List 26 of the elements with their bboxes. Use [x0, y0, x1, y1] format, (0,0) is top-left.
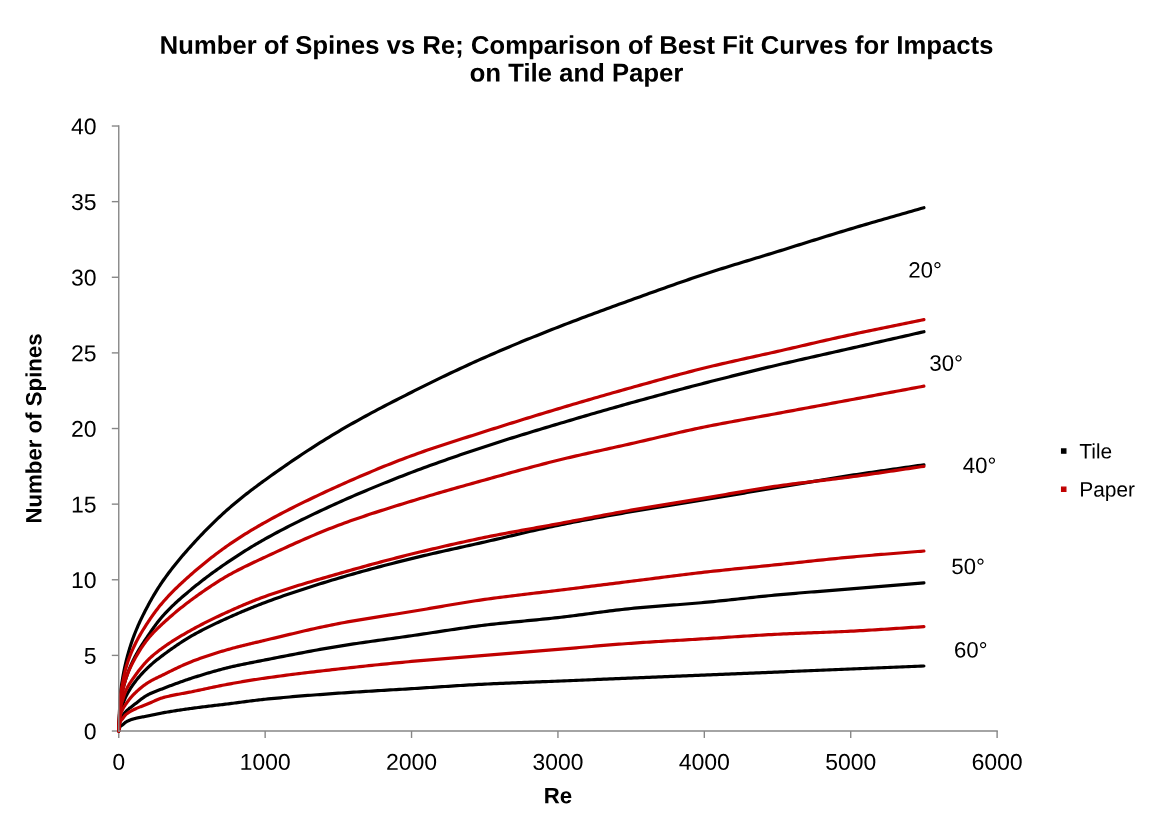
y-tick-label: 40: [71, 118, 96, 135]
y-tick-label: 30: [71, 269, 96, 286]
y-tick-label: 35: [71, 193, 96, 211]
x-tick-label: 6000: [972, 753, 1022, 771]
y-tick-label: 20: [72, 420, 96, 438]
legend-label: Tile: [1079, 443, 1112, 459]
annotation: 30°: [930, 355, 962, 371]
y-tick-label: 15: [72, 496, 96, 513]
x-tick-label: 0: [113, 753, 125, 771]
y-tick-label: 5: [84, 647, 96, 664]
annotation: 50°: [952, 558, 984, 575]
y-tick-label: 25: [72, 345, 96, 362]
x-tick-label: 1000: [241, 753, 290, 771]
x-axis-title: Re: [545, 787, 572, 804]
annotation: 40°: [963, 457, 996, 474]
x-tick-label: 4000: [679, 753, 729, 771]
legend-label: Paper: [1081, 482, 1135, 501]
annotation: 20°: [909, 262, 941, 278]
chart-title: Number of Spines vs Re; Comparison of Best Fit Curves for Impacts on Tile and Paper: [161, 35, 993, 87]
y-tick-label: 0: [84, 723, 96, 740]
x-tick-label: 2000: [387, 753, 437, 771]
y-tick-label: 10: [72, 572, 96, 589]
x-tick-label: 5000: [826, 753, 876, 771]
annotation: 60°: [955, 641, 987, 658]
x-tick-label: 3000: [533, 753, 583, 771]
y-axis-title: Number of Spines: [25, 334, 47, 523]
